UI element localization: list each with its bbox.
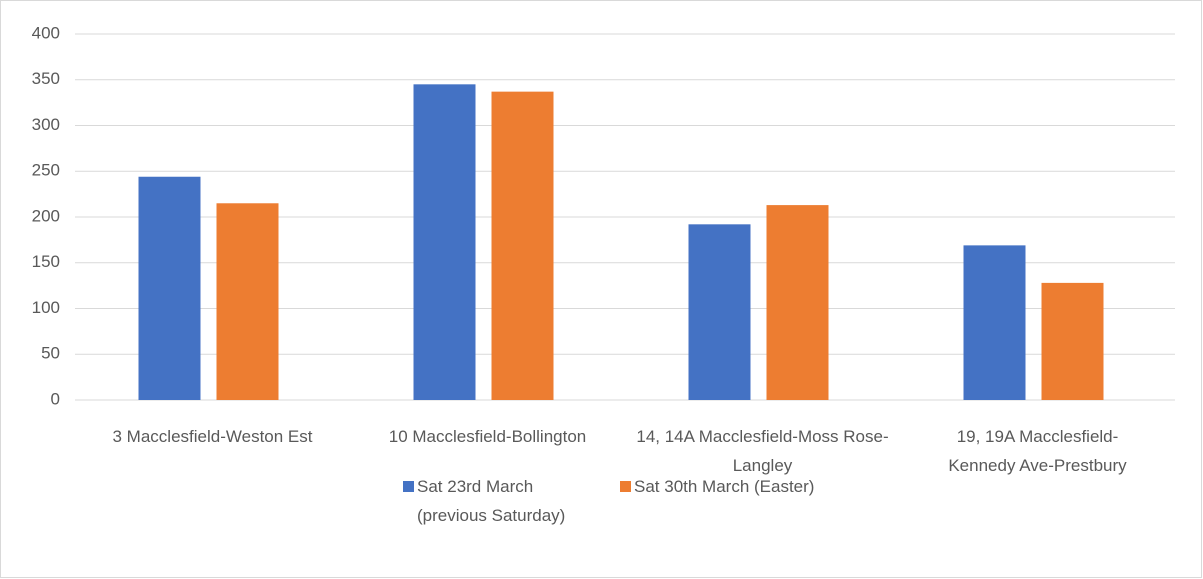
x-tick-label: 14, 14A Macclesfield-Moss Rose-Langley [636, 427, 889, 475]
bar [688, 224, 751, 400]
y-tick-label: 50 [41, 344, 60, 363]
x-tick-label: 10 Macclesfield-Bollington [388, 427, 587, 446]
legend-label: Sat 23rd March (previous Saturday) [417, 477, 566, 525]
bar [138, 176, 201, 400]
legend-swatch [403, 481, 414, 492]
bar [1041, 282, 1104, 400]
legend-item: Sat 23rd March (previous Saturday) [403, 472, 607, 530]
bar [491, 91, 554, 401]
bar [216, 203, 279, 400]
y-tick-label: 400 [32, 23, 60, 42]
legend-swatch [620, 481, 631, 492]
bar [766, 205, 829, 400]
y-tick-label: 350 [32, 69, 60, 88]
legend-item: Sat 30th March (Easter) [620, 472, 824, 501]
y-tick-label: 100 [32, 298, 60, 317]
y-tick-label: 150 [32, 252, 60, 271]
x-tick-label: 3 Macclesfield-Weston Est [112, 427, 313, 446]
y-tick-label: 200 [32, 206, 60, 225]
bar [963, 245, 1026, 400]
x-tick-label: 19, 19A Macclesfield-Kennedy Ave-Prestbu… [948, 427, 1127, 475]
bar [413, 84, 476, 400]
y-tick-label: 0 [51, 389, 60, 408]
y-tick-label: 250 [32, 161, 60, 180]
legend-label: Sat 30th March (Easter) [634, 477, 815, 496]
y-tick-label: 300 [32, 115, 60, 134]
